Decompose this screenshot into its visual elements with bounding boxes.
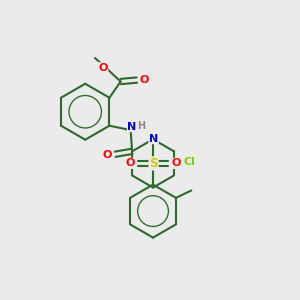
Text: N: N [128,122,137,132]
Text: O: O [171,158,180,168]
Text: O: O [140,75,149,85]
Text: S: S [149,157,158,170]
Text: O: O [103,150,112,160]
Text: N: N [149,134,158,144]
Text: H: H [137,121,145,131]
Text: Cl: Cl [184,157,196,167]
Text: O: O [98,63,108,73]
Text: O: O [126,158,135,168]
